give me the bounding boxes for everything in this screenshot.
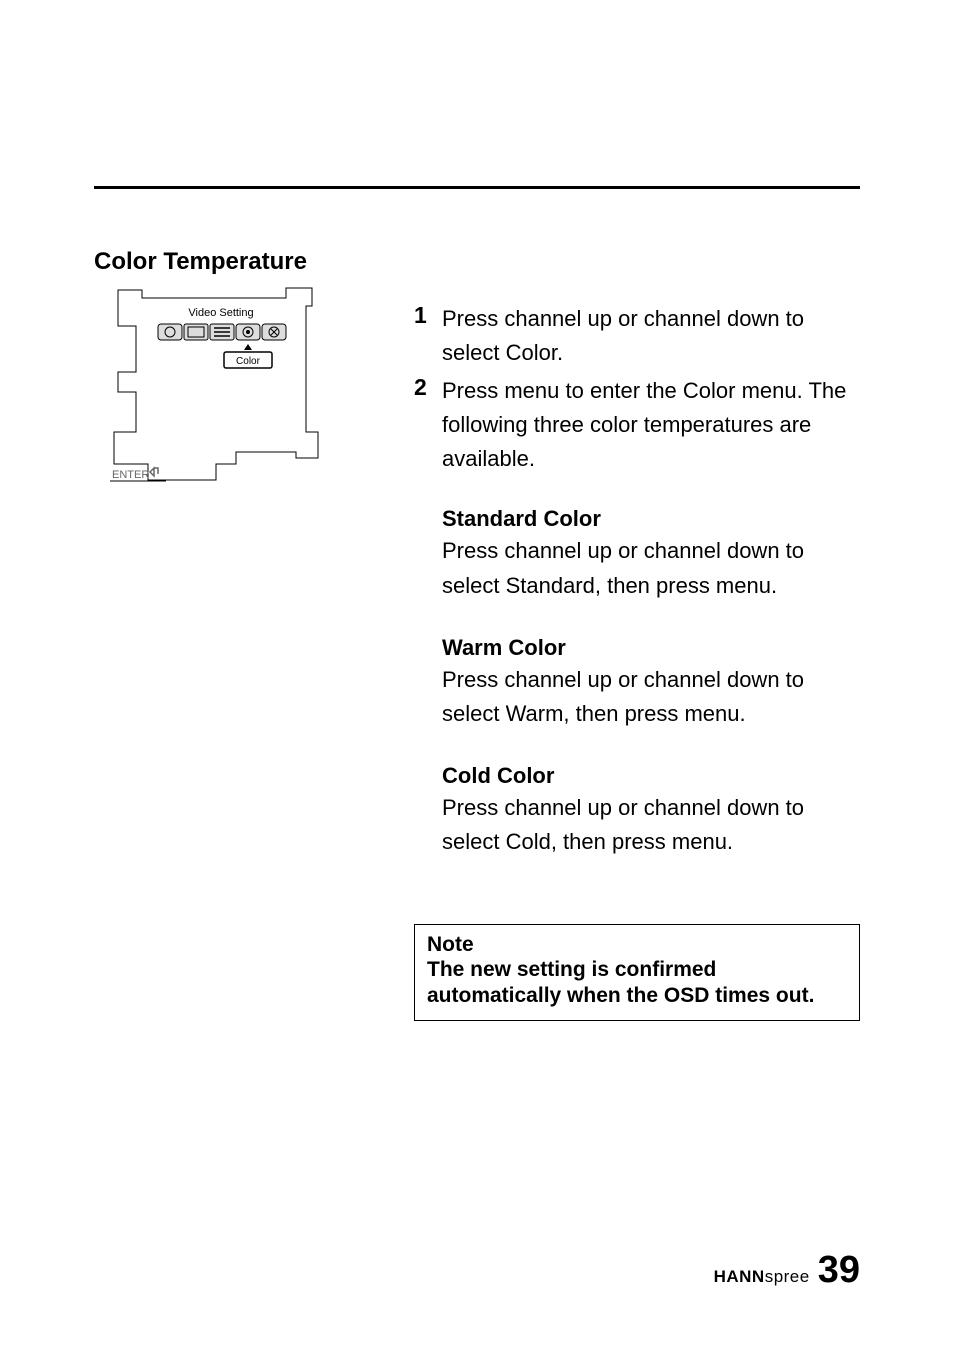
page-number: 39 (818, 1249, 860, 1292)
diagram-color-label: Color (236, 356, 261, 367)
note-text: The new setting is confirmed automatical… (427, 957, 847, 1010)
sub-heading: Cold Color (442, 763, 860, 789)
section-title: Color Temperature (94, 248, 307, 276)
sub-section-standard: Standard Color Press channel up or chann… (442, 506, 860, 602)
sub-section-cold: Cold Color Press channel up or channel d… (442, 763, 860, 859)
step-2: 2 Press menu to enter the Color menu. Th… (414, 374, 860, 476)
sub-text: Press channel up or channel down to sele… (442, 791, 860, 859)
diagram-title: Video Setting (188, 307, 253, 319)
page-footer: HANNspree 39 (714, 1249, 860, 1292)
step-number: 1 (414, 302, 442, 330)
step-1: 1 Press channel up or channel down to se… (414, 302, 860, 370)
content-body: 1 Press channel up or channel down to se… (414, 302, 860, 859)
sub-section-warm: Warm Color Press channel up or channel d… (442, 635, 860, 731)
sub-text: Press channel up or channel down to sele… (442, 663, 860, 731)
brand-logo: HANNspree (714, 1267, 810, 1287)
video-setting-diagram: Video Setting Color ENTER (96, 282, 331, 482)
brand-light: spree (765, 1267, 810, 1286)
step-number: 2 (414, 374, 442, 402)
sub-heading: Standard Color (442, 506, 860, 532)
step-text: Press channel up or channel down to sele… (442, 302, 860, 370)
step-text: Press menu to enter the Color menu. The … (442, 374, 860, 476)
diagram-enter-label: ENTER (112, 469, 149, 481)
sub-heading: Warm Color (442, 635, 860, 661)
header-divider (94, 186, 860, 189)
brand-bold: HANN (714, 1267, 765, 1286)
note-box: Note The new setting is confirmed automa… (414, 924, 860, 1021)
note-title: Note (427, 933, 847, 957)
sub-text: Press channel up or channel down to sele… (442, 534, 860, 602)
